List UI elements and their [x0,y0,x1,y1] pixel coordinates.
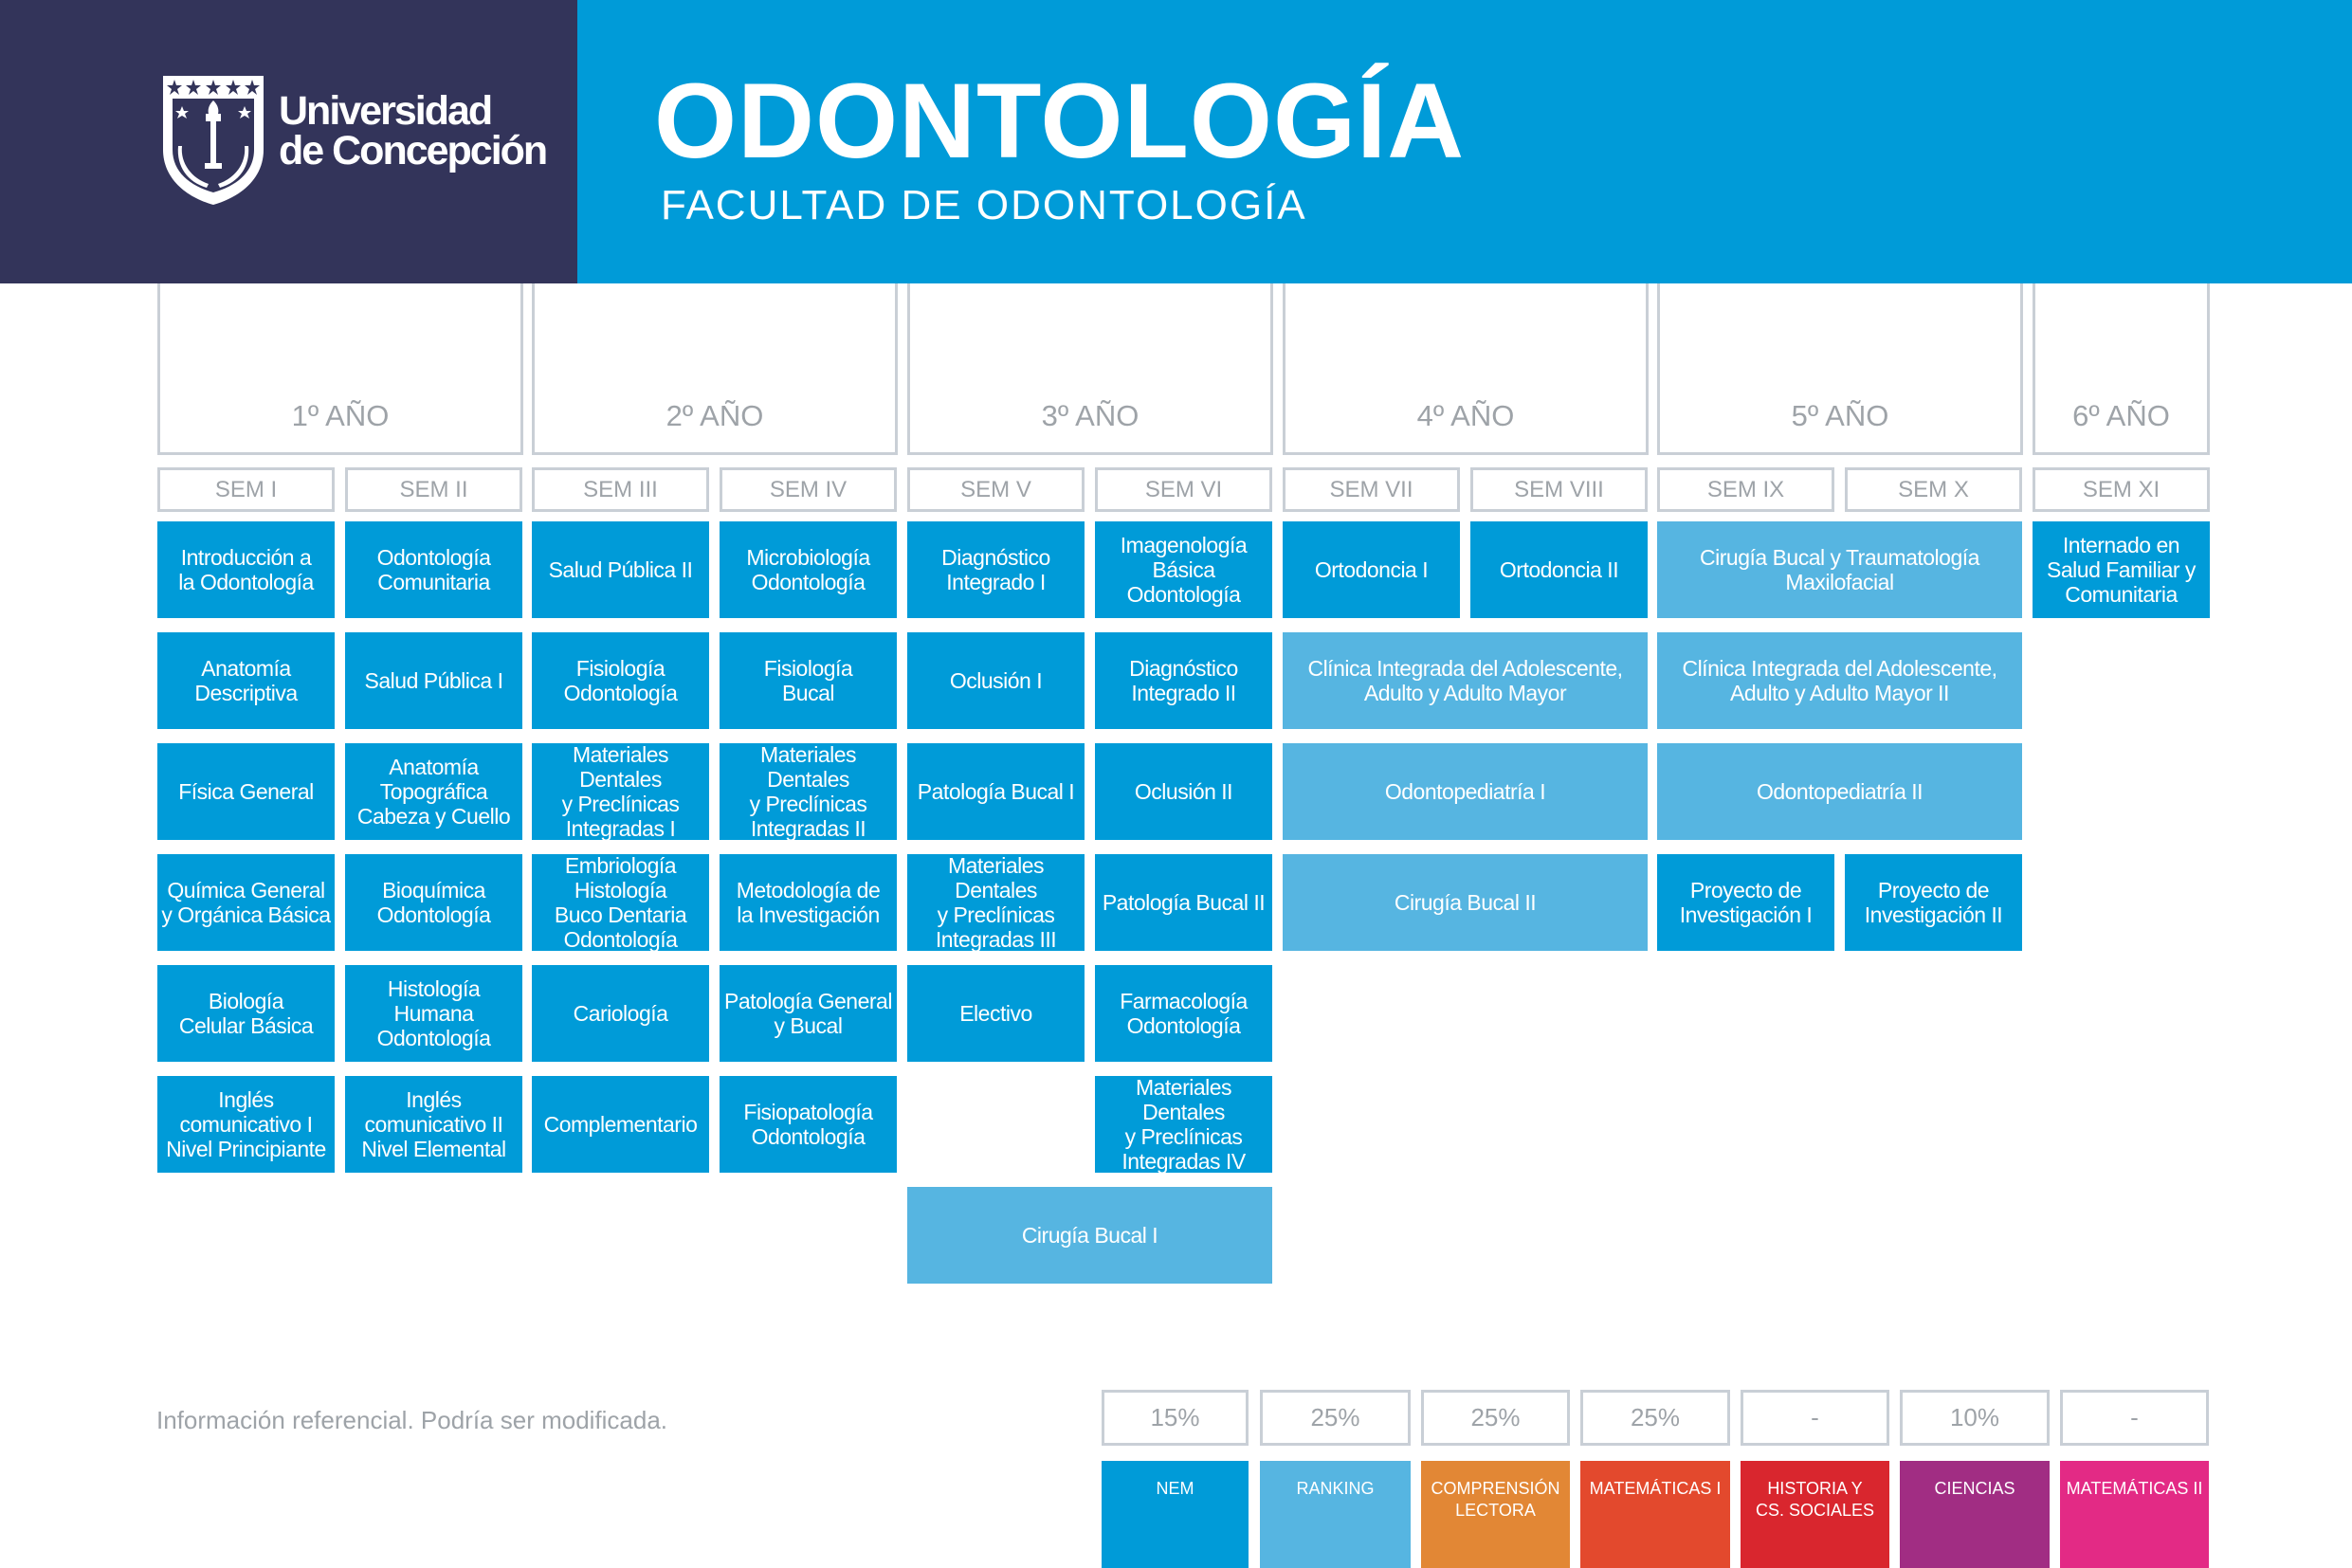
course-card: Cirugía Bucal y Traumatología Maxilofaci… [1657,521,2022,618]
admission-criterion: RANKING [1260,1461,1411,1568]
admission-criterion: MATEMÁTICAS I [1580,1461,1730,1568]
semester-header: SEM VII [1283,467,1460,512]
admission-criterion: CIENCIAS [1900,1461,2050,1568]
admission-percent: 15% [1102,1390,1249,1446]
admission-percent: 10% [1900,1390,2050,1446]
page-subtitle: FACULTAD DE ODONTOLOGÍA [661,182,1307,228]
course-card: Introducción a la Odontología [157,521,335,618]
admission-percent: - [2060,1390,2209,1446]
year-header-2: 2º AÑO [532,283,898,455]
course-card: Materiales Dentales y Preclínicas Integr… [1095,1075,1272,1174]
semester-header: SEM V [907,467,1085,512]
semester-header: SEM II [345,467,522,512]
course-card: Odontopediatría II [1657,743,2022,840]
semester-header: SEM IV [720,467,897,512]
course-card: Clínica Integrada del Adolescente, Adult… [1283,632,1648,729]
course-card: Anatomía Descriptiva [157,632,335,729]
year-header-3: 3º AÑO [907,283,1273,455]
semester-header: SEM VIII [1470,467,1648,512]
course-card: Histología Humana Odontología [345,965,522,1062]
admission-percent: - [1741,1390,1889,1446]
year-label: 2º AÑO [665,399,764,432]
semester-header: SEM VI [1095,467,1272,512]
course-card: Farmacología Odontología [1095,965,1272,1062]
course-card: Proyecto de Investigación II [1845,854,2022,951]
admission-percent: 25% [1260,1390,1411,1446]
year-label: 3º AÑO [1041,399,1140,432]
logo-line-1: Universidad [279,88,493,134]
course-card: Materiales Dentales y Preclínicas Integr… [720,742,897,841]
course-card: Patología Bucal II [1095,854,1272,951]
course-card: Cariología [532,965,709,1062]
course-card: Materiales Dentales y Preclínicas Integr… [907,853,1085,952]
course-card: Inglés comunicativo II Nivel Elemental [345,1076,522,1173]
year-label: 4º AÑO [1416,399,1515,432]
year-header-5: 5º AÑO [1657,283,2023,455]
course-card: Materiales Dentales y Preclínicas Integr… [532,742,709,841]
course-card: Proyecto de Investigación I [1657,854,1834,951]
year-label: 5º AÑO [1791,399,1889,432]
course-card: Oclusión I [907,632,1085,729]
course-card: Salud Pública II [532,521,709,618]
admission-criterion: MATEMÁTICAS II [2060,1461,2209,1568]
course-card: Cirugía Bucal I [907,1187,1272,1284]
course-card: Física General [157,743,335,840]
course-card: Fisiología Odontología [532,632,709,729]
admission-percent: 25% [1580,1390,1730,1446]
course-card: Bioquímica Odontología [345,854,522,951]
course-card: Anatomía Topográfica Cabeza y Cuello [345,743,522,840]
admission-criterion: HISTORIA Y CS. SOCIALES [1741,1461,1889,1568]
course-card: Biología Celular Básica [157,965,335,1062]
course-card: Embriología Histología Buco Dentaria Odo… [532,853,709,952]
header-brand-panel: Universidad de Concepción [0,0,577,283]
course-card: Fisiopatología Odontología [720,1076,897,1173]
course-card: Patología General y Bucal [720,965,897,1062]
course-card: Patología Bucal I [907,743,1085,840]
course-card: Ortodoncia II [1470,521,1648,618]
course-card: Metodología de la Investigación [720,854,897,951]
year-label: 1º AÑO [291,399,390,432]
semester-header: SEM IX [1657,467,1834,512]
course-card: Diagnóstico Integrado I [907,521,1085,618]
course-card: Oclusión II [1095,743,1272,840]
semester-header: SEM III [532,467,709,512]
course-card: Diagnóstico Integrado II [1095,632,1272,729]
course-card: Odontología Comunitaria [345,521,522,618]
semester-header: SEM I [157,467,335,512]
page-title: ODONTOLOGÍA [654,62,1466,180]
course-card: Internado en Salud Familiar y Comunitari… [2033,521,2210,618]
semester-header: SEM XI [2033,467,2210,512]
course-card: Química General y Orgánica Básica [157,854,335,951]
university-shield-icon [163,76,264,205]
year-label: 6º AÑO [2072,399,2170,432]
course-card: Microbiología Odontología [720,521,897,618]
semester-header: SEM X [1845,467,2022,512]
year-header-1: 1º AÑO [157,283,523,455]
admission-criterion: COMPRENSIÓN LECTORA [1421,1461,1570,1568]
header-title-panel [577,0,2352,283]
course-card: Inglés comunicativo I Nivel Principiante [157,1076,335,1173]
year-header-6: 6º AÑO [2033,283,2210,455]
course-card: Complementario [532,1076,709,1173]
course-card: Fisiología Bucal [720,632,897,729]
disclaimer-note: Información referencial. Podría ser modi… [156,1406,668,1434]
university-logo-wordmark: Universidad de Concepción [279,88,548,173]
course-card: Ortodoncia I [1283,521,1460,618]
admission-percent: 25% [1421,1390,1570,1446]
year-header-4: 4º AÑO [1283,283,1649,455]
admission-criterion: NEM [1102,1461,1249,1568]
course-card: Electivo [907,965,1085,1062]
course-card: Cirugía Bucal II [1283,854,1648,951]
course-card: Imagenología Básica Odontología [1095,521,1272,618]
course-card: Odontopediatría I [1283,743,1648,840]
course-card: Salud Pública I [345,632,522,729]
logo-line-2: de Concepción [279,128,548,173]
course-card: Clínica Integrada del Adolescente, Adult… [1657,632,2022,729]
